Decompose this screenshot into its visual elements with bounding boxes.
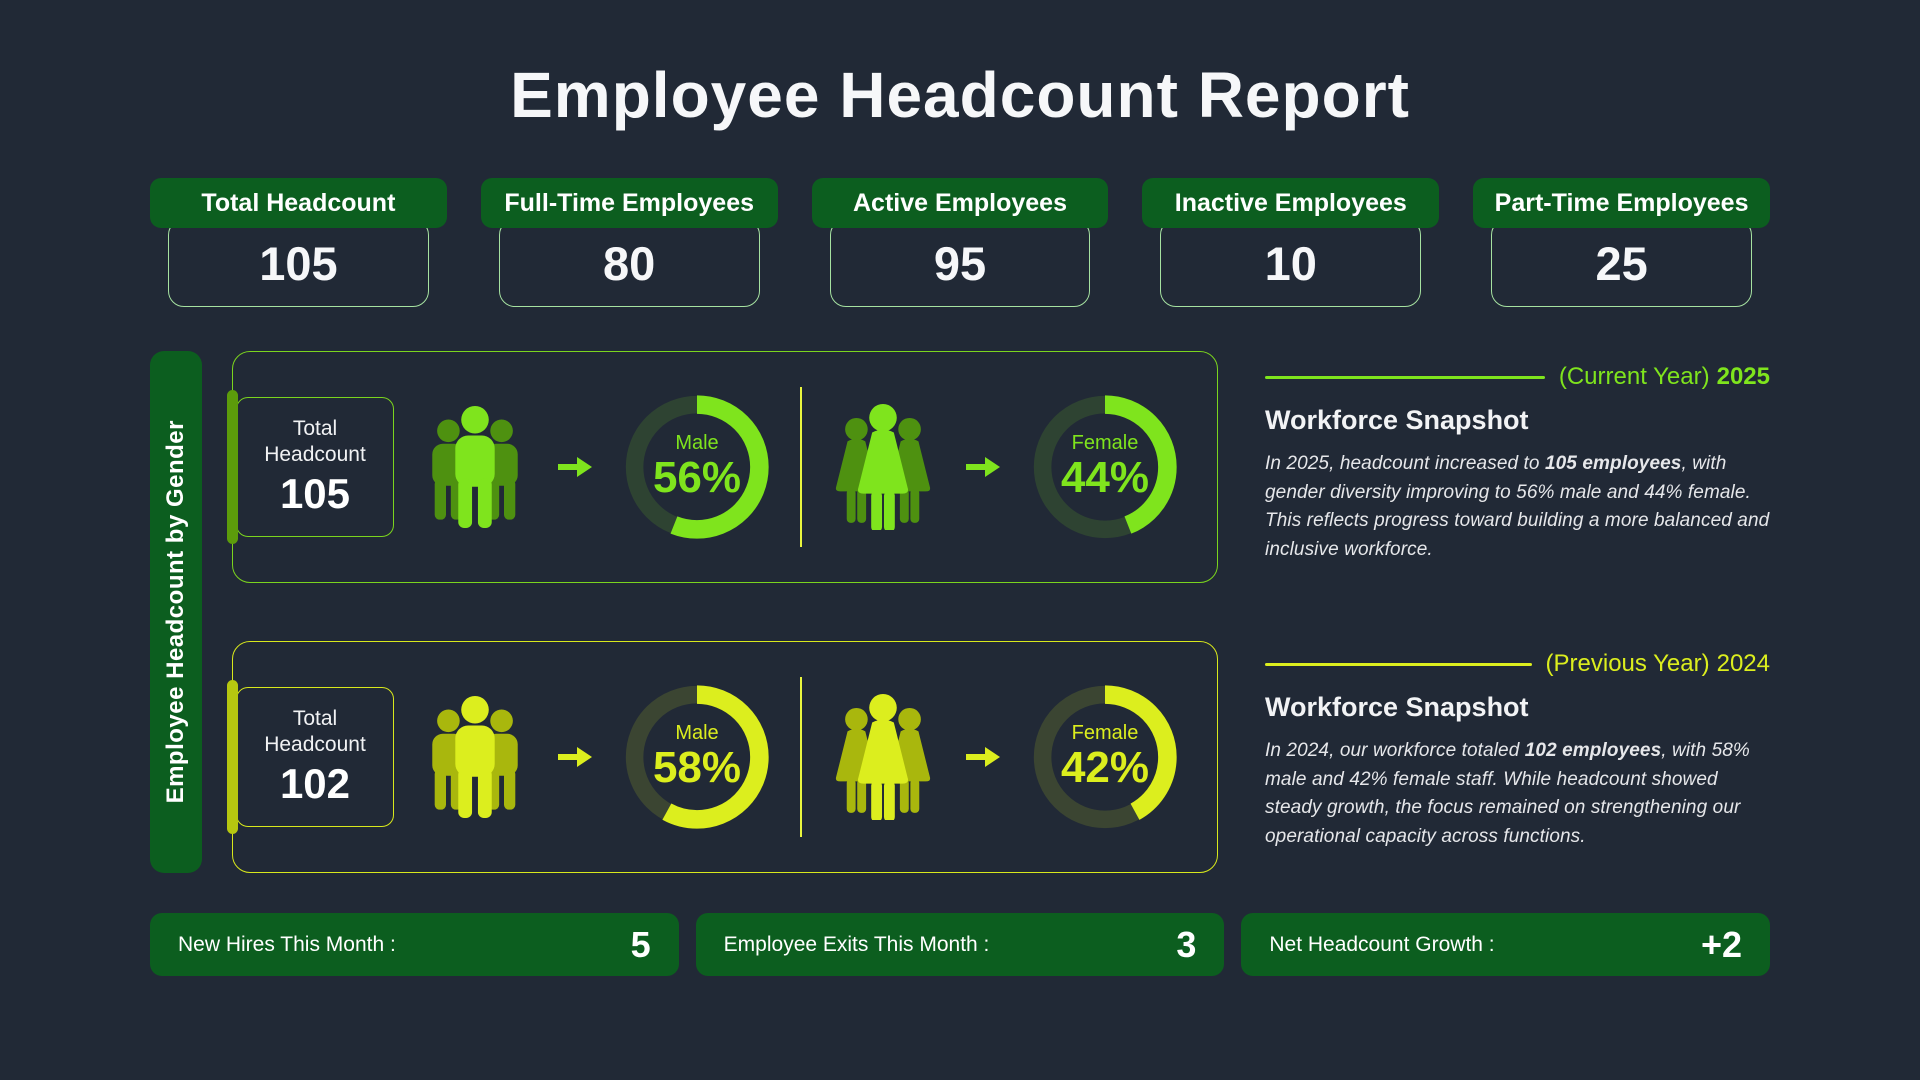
stat-label: Part-Time Employees [1473,178,1770,228]
gender-section: Employee Headcount by Gender Total Headc… [150,351,1770,873]
female-donut-2024: Female 42% [1027,679,1183,835]
female-group-icon [835,694,931,820]
gender-rows: Total Headcount 105 [227,351,1218,873]
year-tag: (Previous Year) 2024 [1545,650,1770,677]
footer-label: New Hires This Month : [178,932,396,956]
donut-label: Female [1071,432,1139,455]
male-group-icon [432,405,518,529]
footer-label: Net Headcount Growth : [1269,932,1495,956]
male-group-icon [432,695,518,819]
stat-value: 95 [829,219,1091,307]
stat-label: Full-Time Employees [480,178,778,228]
donut-value: 44% [1060,453,1150,503]
footer-pill-net-growth: Net Headcount Growth : +2 [1241,913,1771,976]
stat-card-active: Active Employees 95 [811,178,1109,307]
snapshot-heading: Workforce Snapshot [1265,405,1529,435]
vertical-divider [800,387,802,547]
accent-bar [227,680,238,834]
male-donut-2024: Male 58% [619,679,775,835]
total-label: Total Headcount [264,706,366,756]
donut-label: Male [675,722,719,745]
stats-row: Total Headcount 105 Full-Time Employees … [150,178,1770,307]
accent-line [1265,662,1532,666]
footer-pill-exits: Employee Exits This Month : 3 [695,913,1225,976]
donut-value: 56% [652,453,742,503]
donut-label: Female [1071,722,1139,745]
male-donut-2025: Male 56% [619,389,775,545]
gender-sidebar-label: Employee Headcount by Gender [162,420,189,804]
donut-value: 58% [652,743,742,793]
page-title: Employee Headcount Report [510,59,1410,131]
gender-sidebar: Employee Headcount by Gender [150,351,202,873]
footer-label: Employee Exits This Month : [723,932,990,956]
total-value: 105 [279,470,351,518]
stat-label: Active Employees [811,178,1109,228]
donut-chart [1033,685,1177,829]
stat-label: Total Headcount [150,178,447,228]
female-donut-2025: Female 44% [1027,389,1183,545]
snapshot-body: In 2024, our workforce totaled 102 emplo… [1265,740,1750,847]
footer-pill-new-hires: New Hires This Month : 5 [150,913,679,976]
snapshot-2024: (Previous Year) 2024 Workforce Snapshot I… [1265,650,1770,851]
stat-card-inactive: Inactive Employees 10 [1142,178,1440,307]
snapshot-header: (Previous Year) 2024 [1265,650,1770,678]
snapshot-body: In 2025, headcount increased to 105 empl… [1265,453,1770,560]
arrow-right-icon [966,747,1000,767]
total-box: Total Headcount 105 [236,397,394,537]
stat-value: 105 [168,219,429,307]
gender-row-2025: Total Headcount 105 [227,351,1218,583]
stat-card-total-headcount: Total Headcount 105 [150,178,447,307]
accent-line [1265,375,1545,379]
snapshot-header: (Current Year) 2025 [1265,363,1770,391]
accent-bar [227,390,238,544]
stat-value: 10 [1160,219,1422,307]
donut-value: 42% [1060,743,1150,793]
arrow-right-icon [558,457,592,477]
donut-chart [625,685,769,829]
footer-value: 3 [1176,923,1197,965]
stat-value: 80 [498,219,760,307]
year-tag: (Current Year) 2025 [1558,363,1770,390]
snapshot-heading: Workforce Snapshot [1265,692,1529,722]
vertical-divider [800,677,802,837]
stat-value: 25 [1491,219,1752,307]
footer-value: 5 [630,923,651,965]
female-group-icon [835,404,931,530]
donut-chart [1033,395,1177,539]
total-value: 102 [279,760,351,808]
arrow-right-icon [966,457,1000,477]
snapshot-2025: (Current Year) 2025 Workforce Snapshot In… [1265,363,1770,564]
arrow-right-icon [558,747,592,767]
donut-chart [625,395,769,539]
footer-value: +2 [1700,923,1743,965]
stat-card-part-time: Part-Time Employees 25 [1473,178,1770,307]
donut-label: Male [675,432,719,455]
total-label: Total Headcount [264,416,366,466]
total-box: Total Headcount 102 [236,687,394,827]
total-headcount-card-2025: Total Headcount 105 [227,390,394,544]
snapshot-column: (Current Year) 2025 Workforce Snapshot In… [1265,351,1770,873]
gender-row-2024: Total Headcount 102 [227,641,1218,873]
stat-card-full-time: Full-Time Employees 80 [480,178,778,307]
total-headcount-card-2024: Total Headcount 102 [227,680,394,834]
footer-stats-row: New Hires This Month : 5 Employee Exits … [150,913,1771,976]
stat-label: Inactive Employees [1142,178,1440,228]
